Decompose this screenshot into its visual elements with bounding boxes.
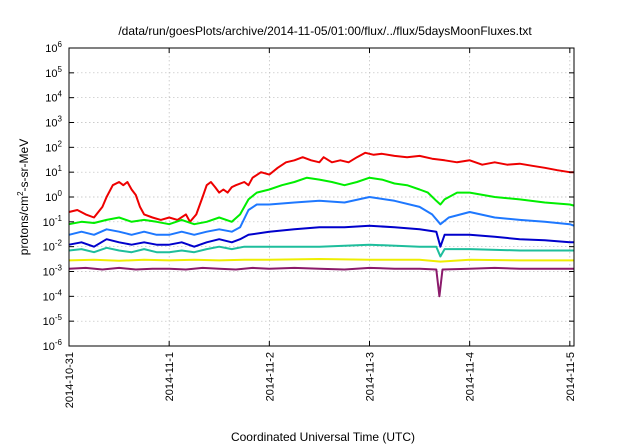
series-line-7 bbox=[68, 266, 574, 298]
x-tick-label: 2014-11-4 bbox=[465, 352, 477, 401]
series-line-3 bbox=[68, 196, 575, 236]
x-axis-label: Coordinated Universal Time (UTC) bbox=[231, 430, 415, 444]
x-axis: 2014-10-31 2014-11-1 2014-11-2 2014-11-3 201… bbox=[64, 48, 577, 408]
y-tick-label: 10-2 bbox=[43, 239, 63, 254]
series-line-1 bbox=[68, 151, 574, 223]
x-tick-label: 2014-11-1 bbox=[164, 352, 176, 401]
series-line-5 bbox=[68, 243, 574, 258]
y-tick-label: 10-5 bbox=[43, 313, 63, 328]
x-tick-label: 2014-11-3 bbox=[364, 352, 376, 401]
y-tick-label: 10-4 bbox=[43, 288, 63, 303]
y-tick-label: 10-3 bbox=[43, 264, 63, 279]
y-tick-label: 104 bbox=[45, 90, 62, 105]
series-layer bbox=[68, 151, 575, 298]
y-tick-label: 106 bbox=[45, 40, 62, 55]
y-tick-label: 105 bbox=[45, 65, 62, 80]
x-tick-label: 2014-11-2 bbox=[264, 352, 276, 401]
y-tick-label: 10-6 bbox=[43, 338, 63, 353]
y-tick-label: 100 bbox=[45, 189, 62, 204]
y-tick-label: 101 bbox=[45, 164, 62, 179]
y-axis-label: protons/cm2-s-sr-MeV bbox=[16, 139, 31, 255]
y-axis: 10-6 10-5 10-4 10-3 10-2 10-1 100 101 102 103 104 1… bbox=[43, 40, 574, 353]
y-tick-label: 102 bbox=[45, 139, 62, 154]
series-line-6 bbox=[68, 258, 574, 263]
series-line-2 bbox=[68, 176, 575, 226]
x-tick-label: 2014-10-31 bbox=[64, 352, 76, 408]
y-tick-label: 103 bbox=[45, 115, 62, 130]
x-tick-label: 2014-11-5 bbox=[565, 352, 577, 401]
y-tick-label: 10-1 bbox=[43, 214, 63, 229]
chart-title: /data/run/goesPlots/archive/2014-11-05/0… bbox=[118, 24, 532, 38]
series-line-4 bbox=[68, 224, 574, 248]
